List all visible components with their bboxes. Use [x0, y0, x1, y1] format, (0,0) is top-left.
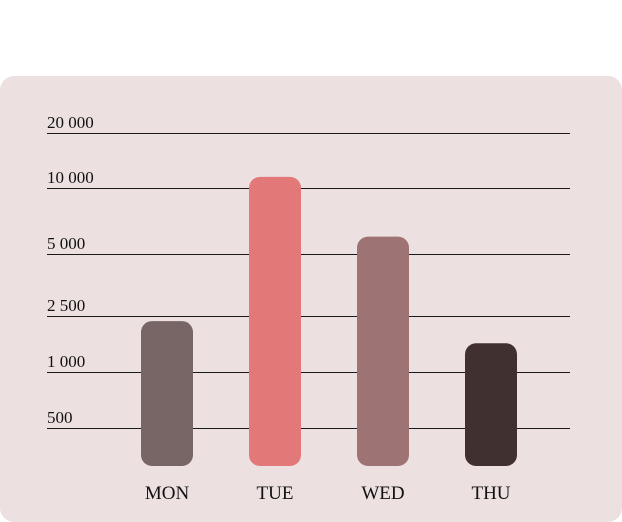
- y-tick-label: 2 500: [47, 296, 85, 315]
- y-tick-label: 10 000: [47, 168, 94, 187]
- x-category-label: TUE: [257, 483, 294, 504]
- bars: [141, 176, 517, 466]
- y-tick-label: 1 000: [47, 352, 85, 371]
- y-tick-label: 500: [47, 408, 73, 427]
- chart-card: [0, 76, 622, 522]
- y-tick-label: 20 000: [47, 113, 94, 132]
- bar-mon: [141, 321, 193, 466]
- x-category-label: MON: [145, 483, 190, 504]
- x-category-labels: MON TUE WED THU: [145, 483, 511, 504]
- bar-tue: [249, 176, 301, 466]
- y-tick-labels: 20 000 10 000 5 000 2 500 1 000 500: [47, 113, 94, 427]
- x-category-label: WED: [361, 483, 404, 504]
- bar-wed: [357, 236, 409, 466]
- bar-thu: [465, 343, 517, 466]
- x-category-label: THU: [471, 483, 510, 504]
- y-tick-label: 5 000: [47, 234, 85, 253]
